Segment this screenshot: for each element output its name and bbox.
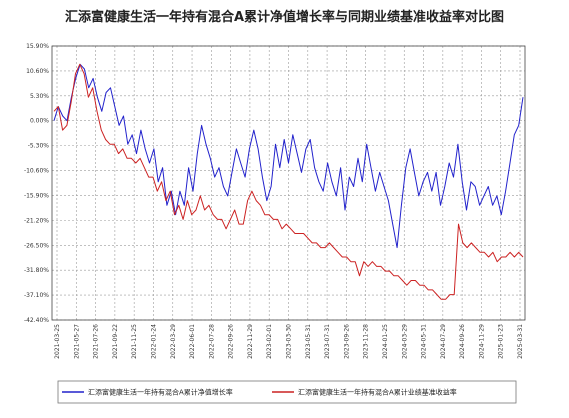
x-tick-label: 2024-01-25	[382, 324, 389, 359]
legend-label-1: 汇添富健康生活一年持有混合A累计净值增长率	[88, 388, 233, 397]
x-tick-label: 2021-09-22	[112, 324, 119, 359]
x-tick-label: 2022-07-28	[208, 324, 215, 359]
y-tick-label: -37.10%	[24, 292, 49, 299]
y-tick-label: -26.50%	[24, 242, 49, 249]
series-line-2	[53, 63, 524, 300]
y-tick-label: 0.00%	[30, 118, 49, 125]
x-axis: 2021-03-25 2021-05-27 2021-07-26 2021-09-22…	[54, 324, 524, 359]
x-tick-label: 2023-09-26	[343, 324, 350, 359]
x-tick-label: 2021-05-27	[73, 324, 80, 359]
x-tick-label: 2022-03-29	[170, 324, 177, 359]
x-tick-label: 2023-05-31	[305, 324, 312, 359]
y-tick-label: -31.80%	[24, 267, 49, 274]
x-tick-label: 2024-05-31	[421, 324, 428, 359]
x-tick-label: 2023-02-01	[266, 324, 273, 359]
y-tick-label: -21.20%	[24, 217, 49, 224]
y-tick-label: 10.60%	[26, 68, 49, 75]
grid	[52, 45, 525, 321]
x-tick-label: 2024-03-29	[401, 324, 408, 359]
x-tick-label: 2021-07-26	[93, 324, 100, 359]
y-tick-label: -10.60%	[24, 168, 49, 175]
y-tick-label: -5.30%	[28, 143, 50, 150]
x-tick-label: 2022-06-01	[189, 324, 196, 359]
x-tick-label: 2024-11-29	[478, 324, 485, 359]
y-tick-label: -42.40%	[24, 317, 49, 324]
x-tick-label: 2022-01-24	[150, 324, 157, 359]
x-tick-label: 2025-03-31	[517, 324, 524, 359]
x-tick-label: 2023-07-31	[324, 324, 331, 359]
x-tick-label: 2024-07-29	[440, 324, 447, 359]
x-tick-label: 2023-11-28	[363, 324, 370, 359]
y-axis: 15.90% 10.60% 5.30% 0.00% -5.30% -10.60% -15.9…	[24, 43, 49, 324]
y-tick-label: 5.30%	[30, 93, 49, 100]
series-lines	[53, 63, 524, 300]
x-tick-label: 2021-11-25	[131, 324, 138, 359]
x-tick-label: 2021-03-25	[54, 324, 61, 359]
legend-label-2: 汇添富健康生活一年持有混合A累计业绩基准收益率	[298, 388, 457, 397]
y-tick-label: -15.90%	[24, 192, 49, 199]
x-tick-label: 2023-03-30	[286, 324, 293, 359]
x-tick-label: 2022-11-29	[247, 324, 254, 359]
x-tick-label: 2025-01-23	[498, 324, 505, 359]
x-tick-label: 2024-09-26	[459, 324, 466, 359]
plot-frame	[51, 45, 526, 321]
chart-title: 汇添富健康生活一年持有混合A累计净值增长率与同期业绩基准收益率对比图	[64, 10, 505, 25]
x-tick-label: 2022-09-26	[228, 324, 235, 359]
legend: 汇添富健康生活一年持有混合A累计净值增长率 汇添富健康生活一年持有混合A累计业绩基…	[57, 380, 517, 404]
y-tick-label: 15.90%	[26, 43, 49, 50]
series-line-1	[53, 63, 524, 249]
